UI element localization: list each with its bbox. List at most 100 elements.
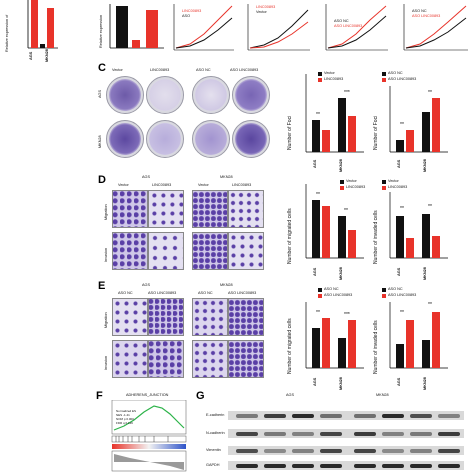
line3-legend-a: ASO NC (334, 19, 349, 23)
d-img-inv-mkn-vector (192, 232, 228, 270)
top-bar1-cat-ags: AGS (29, 51, 33, 60)
c1-cat-mkn: MKN28 (339, 159, 343, 172)
panel-letter-e: E (98, 280, 106, 292)
top-line-charts (173, 4, 468, 51)
band-gapdh-4 (320, 464, 342, 468)
top-bar2-red-1 (132, 40, 140, 48)
e2-ylabel: Number of invaded cells (373, 320, 379, 374)
svg-text:**: ** (316, 192, 320, 198)
e-col-4: ASO LINC00893 (228, 291, 257, 295)
band-vim-4 (320, 449, 342, 453)
d1-legend-a: Vector (346, 179, 357, 183)
d-img-mig-mkn-linc (228, 190, 264, 228)
d-row-migration: Migration (104, 204, 108, 220)
blot-row-vim (228, 446, 464, 455)
panel-g-western-blot: AGS MKN28 E-cadherin N-cadherin Vimentin… (206, 393, 468, 472)
d-col-4: LINC00893 (232, 183, 252, 187)
c1-cat-ags: AGS (313, 159, 317, 168)
top-bar-mkn-red (47, 8, 54, 48)
d1-legend-b: LINC00893 (346, 185, 366, 189)
band-ecad-5 (354, 414, 376, 418)
gsea-title: ADHERENS_JUNCTION (126, 393, 169, 397)
foci-dish-ags-linc (146, 76, 184, 114)
top-bar1-cat-mkn: MKN28 (45, 49, 49, 62)
panel-d-micrographs: AGS MKN28 Vector LINC00893 Vector LINC00… (104, 175, 268, 272)
e-img-inv-mkn-linc (228, 340, 264, 378)
band-ecad-1 (236, 414, 258, 418)
svg-text:**: ** (316, 310, 320, 316)
band-vim-7 (410, 449, 432, 453)
e1-ylabel: Number of migrated cells (287, 318, 293, 374)
panel-letter-f: F (96, 390, 103, 402)
blot-row-gapdh (228, 461, 464, 470)
dish-row-ags: AGS (98, 89, 102, 98)
line-chart-2 (247, 4, 310, 51)
band-ecad-6 (382, 414, 404, 418)
e-row-migration: Migration (104, 312, 108, 328)
d-img-mig-ags-linc (148, 190, 184, 228)
e-img-inv-mkn-nc (192, 340, 228, 378)
panel-e-chart-1: ** *** (305, 288, 364, 369)
e-group-mkn: MKN28 (220, 283, 233, 287)
band-gapdh-2 (264, 464, 286, 468)
band-ncad-1 (236, 432, 258, 436)
band-ecad-8 (438, 414, 460, 418)
band-vim-5 (354, 449, 376, 453)
band-gapdh-7 (410, 464, 432, 468)
d2-legend-b: LINC00893 (388, 185, 408, 189)
top-bar-chart-1 (27, 0, 58, 49)
panel-letter-d: D (98, 174, 106, 186)
svg-text:**: ** (344, 208, 348, 214)
d2-legend-a: Vector (388, 179, 399, 183)
svg-text:**: ** (400, 310, 404, 316)
e2-legend-a: ASO NC (388, 287, 403, 291)
top-bar2-red-2 (146, 10, 158, 48)
panel-c-chart-1: ***** (305, 72, 364, 153)
band-vim-1 (236, 449, 258, 453)
line1-legend-a: LINC00893 (182, 9, 202, 13)
band-ncad-5 (354, 432, 376, 436)
panel-f-gsea: ADHERENS_JUNCTION Normalized ES NES -1.4… (110, 393, 188, 472)
line-chart-3 (325, 4, 388, 51)
foci-dish-ags-vector (106, 76, 144, 114)
panel-letter-g: G (196, 390, 205, 402)
e-col-2: ASO LINC00893 (148, 291, 177, 295)
band-ecad-7 (410, 414, 432, 418)
band-ncad-4 (320, 432, 342, 436)
d1-cat-mkn: MKN28 (339, 267, 343, 280)
d-group-mkn: MKN28 (220, 175, 233, 179)
panel-d-chart-1: ** ** (305, 180, 364, 259)
band-ncad-2 (264, 432, 286, 436)
blot-label-gapdh: GAPDH (206, 463, 220, 467)
panel-c-dishes: Vector LINC00893 ASO NC ASO LINC00893 AG… (98, 68, 275, 168)
foci-dish-mkn-vector (106, 120, 144, 158)
band-ncad-3 (292, 432, 314, 436)
e-img-mig-mkn-linc (228, 298, 264, 336)
line1-legend-b: ASO (182, 14, 191, 18)
top-bar1-ylabel: Relative expression of (5, 14, 9, 52)
band-ecad-3 (292, 414, 314, 418)
dish-label-aso-linc: ASO LINC00893 (230, 68, 259, 72)
blot-label-ecad: E-cadherin (206, 413, 225, 417)
svg-text:**: ** (428, 204, 432, 210)
blot-group-mkn: MKN28 (376, 393, 389, 397)
foci-dish-ags-aso-linc (232, 76, 270, 114)
band-gapdh-3 (292, 464, 314, 468)
panel-c-chart-2: ** ** (382, 72, 448, 153)
panel-d-chart-2: ** ** (382, 180, 448, 259)
e1-cat-mkn: MKN28 (339, 377, 343, 390)
svg-text:**: ** (400, 122, 404, 128)
top-bar-mkn-black (40, 44, 45, 48)
c2-legend-b: ASO LINC00893 (388, 77, 417, 81)
gsea-plot (111, 400, 187, 472)
c1-legend-a: Vector (324, 71, 335, 75)
c1-ylabel: Number of Foci (287, 115, 293, 150)
e-img-mig-ags-nc (112, 298, 148, 336)
c2-cat-mkn: MKN28 (423, 159, 427, 172)
e2-cat-mkn: MKN28 (423, 377, 427, 390)
e-row-invasion: Invasion (104, 355, 108, 370)
band-ncad-8 (438, 432, 460, 436)
d-img-inv-ags-vector (112, 232, 148, 270)
foci-dish-ags-aso-nc (192, 76, 230, 114)
panel-e-micrographs: AGS MKN28 ASO NC ASO LINC00893 ASO NC AS… (104, 283, 268, 380)
